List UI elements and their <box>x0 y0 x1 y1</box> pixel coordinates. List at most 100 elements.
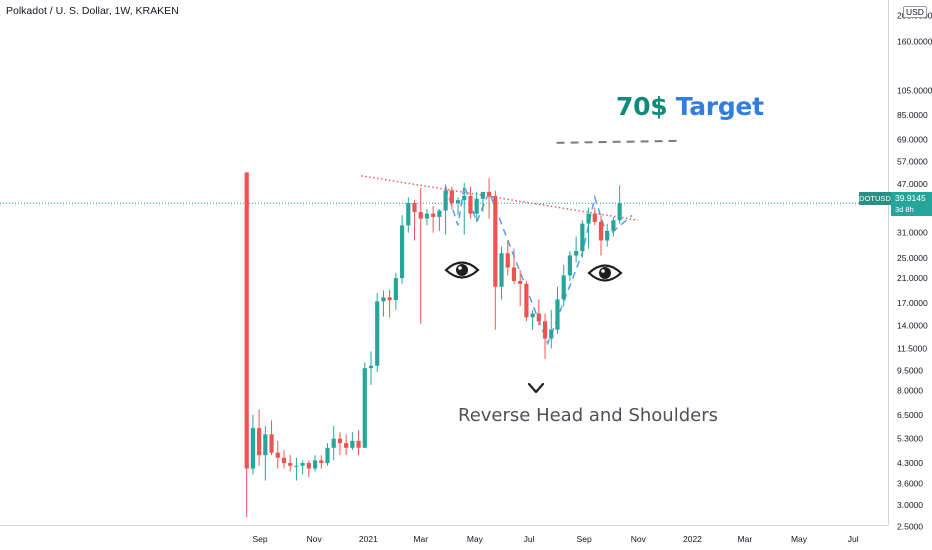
candle <box>399 215 405 284</box>
price-tick-label: 69.0000 <box>897 134 928 144</box>
candle <box>598 215 604 256</box>
currency-button[interactable]: USD <box>903 6 927 18</box>
last-price-label: 39.9145 3d 8h <box>891 192 932 216</box>
candle <box>356 430 361 456</box>
candle <box>250 414 256 475</box>
candle <box>561 265 566 307</box>
time-tick-label: Mar <box>413 534 428 544</box>
price-tick-label: 105.0000 <box>897 85 932 95</box>
candle <box>462 182 467 235</box>
candle <box>325 443 330 466</box>
candle <box>381 290 386 317</box>
bar-countdown: 3d 8h <box>895 205 914 214</box>
price-tick-label: 3.6000 <box>897 479 923 489</box>
candle <box>455 197 461 216</box>
time-tick-label: Nov <box>631 534 647 544</box>
candle <box>474 191 479 222</box>
candle <box>393 272 398 310</box>
price-tick-label: 8.0000 <box>897 386 923 396</box>
time-tick-label: Nov <box>307 534 323 544</box>
candle <box>437 208 442 231</box>
candle <box>480 191 485 213</box>
candle <box>406 197 411 233</box>
candle <box>586 207 591 249</box>
price-tick-label: 11.5000 <box>897 343 927 353</box>
time-tick-label: Jul <box>524 534 535 544</box>
candle <box>368 351 374 385</box>
time-tick-label: May <box>791 534 808 544</box>
candle <box>331 426 336 461</box>
candle <box>611 216 616 237</box>
target-value: 70$ <box>616 92 668 121</box>
time-tick-label: Sep <box>577 534 592 544</box>
candle <box>300 460 305 475</box>
candle <box>574 236 579 263</box>
candle <box>319 455 324 469</box>
candle <box>555 286 560 335</box>
candle <box>487 178 492 219</box>
candle <box>275 440 280 469</box>
candle <box>337 432 343 456</box>
candle <box>312 455 318 472</box>
price-tick-label: 6.5000 <box>897 410 923 420</box>
candle <box>362 362 367 448</box>
candle <box>263 426 268 481</box>
candle <box>269 420 274 456</box>
chart-title: Polkadot / U. S. Dollar, 1W, KRAKEN <box>6 5 179 17</box>
time-axis[interactable]: Sep Nov 2021 Mar May Jul Sep Nov 2022 Mar May Jul <box>252 534 858 544</box>
time-tick-label: Jul <box>848 534 859 544</box>
time-tick-label: 2022 <box>683 534 702 544</box>
price-axis[interactable]: 2.5000 3.0000 3.6000 4.3000 5.3000 6.5000 8.00… <box>897 10 932 531</box>
chevron-down-icon <box>527 382 545 394</box>
price-tick-label: 47.0000 <box>897 179 928 189</box>
candle <box>418 187 423 324</box>
price-tick-label: 9.5000 <box>897 366 923 376</box>
candle <box>524 280 529 322</box>
head-and-shoulders-path <box>444 185 633 346</box>
price-tick-label: 5.3000 <box>897 434 923 444</box>
price-tick-label: 85.0000 <box>897 110 928 120</box>
price-tick-label: 17.0000 <box>897 298 928 308</box>
candle <box>549 309 554 349</box>
price-tick-label: 2.5000 <box>897 521 923 531</box>
time-tick-label: Mar <box>738 534 753 544</box>
candle <box>542 313 548 359</box>
last-price-value: 39.9145 <box>895 193 926 203</box>
candle <box>244 172 249 518</box>
candle <box>306 460 311 478</box>
drawings-layer <box>361 139 678 346</box>
price-tick-label: 3.0000 <box>897 500 923 510</box>
candle <box>431 205 436 233</box>
price-tick-label: 160.0000 <box>897 36 932 46</box>
candle <box>424 208 430 226</box>
price-tick-label: 25.0000 <box>897 253 928 263</box>
time-tick-label: 2021 <box>359 534 378 544</box>
price-tick-label: 31.0000 <box>897 228 928 238</box>
candle <box>530 309 535 330</box>
candle <box>605 223 610 247</box>
candle <box>294 457 299 481</box>
candle <box>344 434 349 456</box>
candle <box>518 270 523 307</box>
candle <box>375 292 380 372</box>
candle <box>257 409 262 466</box>
eye-icon <box>587 264 623 282</box>
pattern-label: Reverse Head and Shoulders <box>458 405 718 426</box>
candle <box>592 207 597 226</box>
candle <box>449 186 454 209</box>
candles-layer <box>244 172 622 518</box>
candle <box>580 220 585 258</box>
target-line <box>556 139 678 144</box>
candle <box>617 185 622 224</box>
candle <box>443 184 448 235</box>
candle <box>387 289 392 318</box>
price-tick-label: 21.0000 <box>897 273 928 283</box>
candle <box>536 299 541 326</box>
time-tick-label: May <box>467 534 484 544</box>
price-tick-label: 57.0000 <box>897 157 928 167</box>
candle <box>567 251 573 281</box>
candle <box>350 432 355 451</box>
price-tick-label: 14.0000 <box>897 320 928 330</box>
candle <box>412 200 417 241</box>
